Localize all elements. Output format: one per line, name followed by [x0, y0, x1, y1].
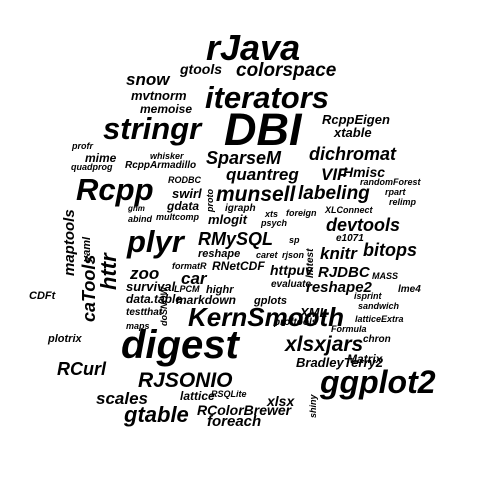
word-xlconnect: XLConnect: [325, 205, 373, 215]
word-rcolorbrewer: RJSONIO: [138, 369, 233, 392]
word-httpuv: formatR: [172, 261, 207, 271]
word-xlsx: Matrix: [347, 352, 383, 366]
word-scales: xlsxjars: [285, 333, 364, 356]
word-mvtnorm: mvtnorm: [131, 88, 187, 103]
word-plyr: plyr: [127, 224, 184, 259]
word-matrix: Formula: [331, 324, 367, 334]
word-swirl: swirl: [172, 186, 202, 201]
word-xtable: xtable: [334, 125, 372, 140]
word-ggplot2: digest: [121, 323, 239, 367]
word-evaluate: scales: [96, 389, 148, 408]
word-rsqlite: chron: [363, 334, 391, 345]
word-lpcm: maptools: [61, 209, 78, 276]
word-httr: xlsx: [267, 393, 295, 409]
word-lmtest: shiny: [308, 394, 318, 418]
word-quantreg: quantreg: [226, 165, 299, 184]
word-yaml: lattice: [180, 389, 215, 403]
word-rnetcdf: lmtest: [305, 248, 316, 278]
word-catools: RColorBrewer: [197, 402, 292, 418]
word-foreign: foreign: [286, 208, 317, 218]
word-rjdbc: car: [181, 269, 207, 288]
word-psych: psych: [261, 218, 288, 228]
word-iterators: iterators: [205, 80, 330, 115]
word-relimp: relimp: [389, 197, 417, 207]
word-isprint: proto: [205, 189, 215, 212]
word-profr: profr: [72, 141, 93, 151]
word-lattice: BradleyTerry2: [296, 355, 383, 370]
word-latticeextra: markdown: [176, 293, 237, 307]
word-knitr: knitr: [320, 244, 357, 263]
word-gtable: RCurl: [57, 359, 106, 379]
word-randomforest: randomForest: [360, 177, 421, 187]
word-gnm: gnm: [128, 204, 145, 213]
word-xts: xts: [265, 209, 279, 219]
word-data-table: highr: [206, 284, 234, 296]
word-reshape2: httr: [96, 253, 121, 290]
word-sp: sp: [289, 235, 300, 245]
word-rcpparmadillo: RcppArmadillo: [125, 160, 197, 171]
word-proftools: sandwich: [358, 301, 400, 311]
word-mass: RJDBC: [318, 264, 370, 281]
word-dbi: DBI: [224, 104, 302, 155]
word-rpart: rpart: [385, 187, 406, 197]
word-rjsonio: plotrix: [48, 333, 82, 345]
word-sparsem: SparseM: [206, 148, 282, 168]
word-stringr: stringr: [103, 111, 202, 146]
word-rcpp: Rcpp: [76, 172, 154, 207]
word-maptools: RSQLite: [211, 389, 247, 399]
word-mlogit: mlogit: [208, 212, 247, 227]
word-maps: testthat: [126, 307, 163, 318]
word-rjson: rjson: [282, 250, 305, 260]
word-e1071: e1071: [336, 233, 364, 244]
word-rmysql: RMySQL: [198, 229, 274, 249]
word-multcomp: multcomp: [156, 212, 200, 222]
word-gplots: isprint: [354, 291, 382, 301]
word-igraph: igraph: [225, 203, 256, 214]
word-markdown: reshape2: [306, 279, 372, 296]
word-snow: snow: [126, 70, 170, 89]
word-bitops: bitops: [363, 240, 417, 260]
word-proto: gtable: [124, 402, 189, 427]
word-foreach: ggplot2: [320, 364, 436, 400]
word-rcppeigen: RcppEigen: [322, 112, 390, 127]
word-mime: mime: [85, 151, 117, 165]
word-dichromat: dichromat: [309, 144, 397, 164]
word-formatr: RNetCDF: [212, 259, 265, 273]
word-zoo: httpuv: [270, 262, 313, 278]
word-caret: caret: [256, 250, 278, 260]
word-abind: abind: [128, 214, 152, 224]
word-rjava: rJava: [206, 27, 301, 68]
word-testthat: CDFt: [29, 290, 56, 302]
word-vif: VIF: [321, 165, 348, 184]
word-rcurl: caTools: [79, 254, 99, 322]
word-formula: XML: [300, 305, 328, 320]
word-cdft: LPCM: [174, 284, 200, 294]
word-shiny: evaluate: [271, 279, 312, 290]
word-devtools: devtools: [326, 215, 401, 235]
word-lme4: survival: [126, 279, 176, 294]
word-xml: data.table: [126, 292, 183, 306]
word-labeling: labeling: [298, 183, 370, 204]
word-digest: KernSmooth: [188, 302, 344, 332]
word-car: zoo: [130, 264, 160, 283]
word-chron: maps: [126, 321, 150, 331]
word-quadprog: quadprog: [71, 162, 113, 172]
word-gdata: gdata: [167, 199, 200, 213]
word-colorspace: colorspace: [236, 60, 337, 81]
word-xlsxjars: proftools: [274, 317, 318, 328]
word-hmisc: Hmisc: [343, 164, 386, 180]
word-munsell: munsell: [216, 183, 296, 206]
word-survival: MASS: [372, 271, 399, 281]
word-reshape: reshape: [198, 248, 241, 260]
word-bradleyterry2: doSNOW: [159, 287, 169, 326]
word-plotrix: latticeExtra: [355, 314, 404, 324]
word-kernsmooth: gplots: [254, 295, 287, 307]
word-dosnow: foreach: [207, 413, 262, 430]
word-memoise: memoise: [140, 102, 193, 116]
word-sandwich: lme4: [398, 284, 421, 295]
word-rodbc: RODBC: [168, 175, 201, 185]
word-whisker: whisker: [150, 151, 184, 161]
word-gtools: gtools: [180, 61, 222, 77]
